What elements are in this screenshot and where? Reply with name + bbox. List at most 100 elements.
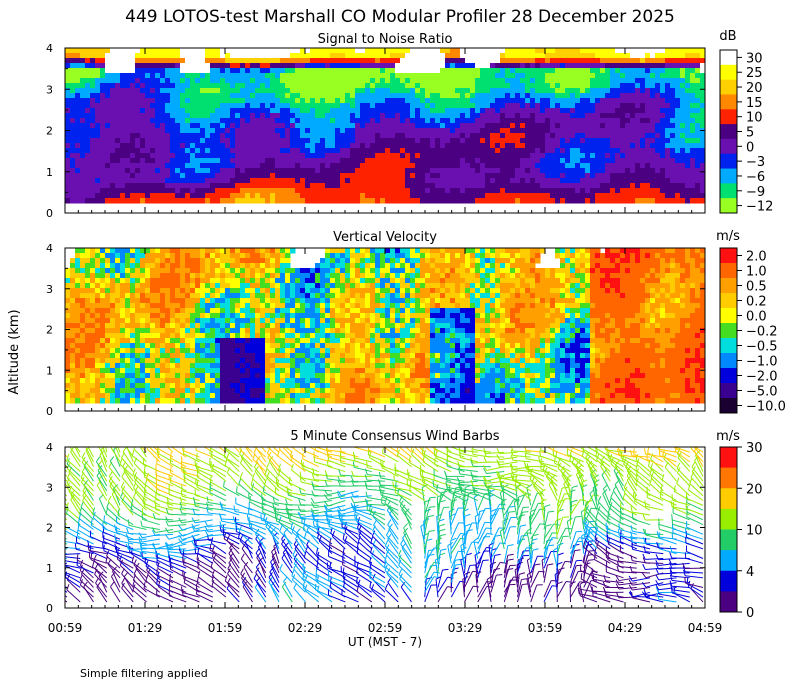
snr-cell — [650, 78, 656, 84]
snr-cell — [70, 88, 76, 94]
snr-cell — [455, 83, 461, 89]
velocity-cell — [150, 283, 156, 289]
snr-cell — [270, 103, 276, 109]
snr-cell — [625, 78, 631, 84]
snr-cell — [520, 188, 526, 194]
snr-cell — [285, 93, 291, 99]
snr-cell — [220, 143, 226, 149]
snr-cell — [505, 103, 511, 109]
snr-cell — [605, 103, 611, 109]
snr-cell — [465, 188, 471, 194]
velocity-cell — [145, 298, 151, 304]
snr-cell — [65, 73, 71, 79]
snr-cell — [285, 73, 291, 79]
snr-cell — [695, 83, 701, 89]
snr-cell — [70, 188, 76, 194]
velocity-cell — [185, 258, 191, 264]
snr-cell — [400, 108, 406, 114]
snr-cell — [250, 73, 256, 79]
snr-cell — [65, 138, 71, 144]
velocity-cell — [135, 298, 141, 304]
snr-cell — [615, 133, 621, 139]
snr-cell — [180, 133, 186, 139]
snr-cell — [190, 108, 196, 114]
snr-cell — [320, 93, 326, 99]
snr-cell — [565, 168, 571, 174]
velocity-cell — [140, 383, 146, 389]
snr-cell — [250, 133, 256, 139]
snr-cell — [100, 143, 106, 149]
snr-cell — [395, 73, 401, 79]
snr-cell — [345, 103, 351, 109]
snr-cell — [505, 143, 511, 149]
snr-cell — [660, 63, 666, 69]
velocity-cell — [145, 318, 151, 324]
snr-cell — [360, 128, 366, 134]
snr-cell — [530, 138, 536, 144]
snr-cell — [510, 193, 516, 199]
snr-cell — [410, 183, 416, 189]
velocity-cell — [135, 253, 141, 259]
snr-cell — [655, 78, 661, 84]
snr-cell — [670, 73, 676, 79]
snr-cell — [85, 118, 91, 124]
snr-cell — [660, 128, 666, 134]
snr-cell — [275, 168, 281, 174]
snr-cell — [460, 198, 466, 204]
velocity-cell — [200, 378, 206, 384]
snr-cell — [355, 103, 361, 109]
snr-cell — [70, 78, 76, 84]
snr-cell — [570, 68, 576, 74]
velocity-cell — [195, 368, 201, 374]
snr-cell — [590, 118, 596, 124]
snr-cell — [445, 118, 451, 124]
snr-cell — [180, 183, 186, 189]
snr-cell — [80, 198, 86, 204]
snr-cell — [530, 143, 536, 149]
velocity-cell — [90, 278, 96, 284]
snr-cell — [400, 83, 406, 89]
snr-cell — [335, 93, 341, 99]
snr-cell — [655, 73, 661, 79]
snr-cell — [90, 78, 96, 84]
snr-cell — [190, 198, 196, 204]
snr-cell — [330, 168, 336, 174]
snr-cell — [135, 148, 141, 154]
snr-cell — [90, 163, 96, 169]
snr-cell — [100, 173, 106, 179]
snr-cell — [385, 193, 391, 199]
snr-cell — [435, 83, 441, 89]
snr-cell — [305, 53, 311, 59]
snr-cell — [385, 98, 391, 104]
snr-cell — [255, 98, 261, 104]
snr-cell — [90, 133, 96, 139]
snr-cell — [625, 118, 631, 124]
snr-cell — [105, 153, 111, 159]
snr-cell — [225, 198, 231, 204]
snr-cell — [655, 98, 661, 104]
snr-cell — [520, 198, 526, 204]
snr-cell — [110, 93, 116, 99]
snr-cell — [545, 88, 551, 94]
snr-cell — [515, 53, 521, 59]
snr-cell — [280, 153, 286, 159]
velocity-cell — [135, 373, 141, 379]
velocity-cell — [110, 253, 116, 259]
snr-cell — [490, 133, 496, 139]
snr-cell — [65, 58, 71, 64]
velocity-cell — [135, 273, 141, 279]
snr-cell — [610, 163, 616, 169]
snr-cell — [285, 138, 291, 144]
snr-cell — [295, 73, 301, 79]
velocity-cell — [90, 328, 96, 334]
snr-cell — [75, 58, 81, 64]
snr-cell — [635, 123, 641, 129]
snr-cell — [335, 58, 341, 64]
snr-cell — [490, 123, 496, 129]
snr-cell — [690, 53, 696, 59]
snr-cell — [685, 163, 691, 169]
snr-cell — [450, 163, 456, 169]
snr-cell — [360, 108, 366, 114]
velocity-cell — [75, 368, 81, 374]
snr-cell — [420, 188, 426, 194]
